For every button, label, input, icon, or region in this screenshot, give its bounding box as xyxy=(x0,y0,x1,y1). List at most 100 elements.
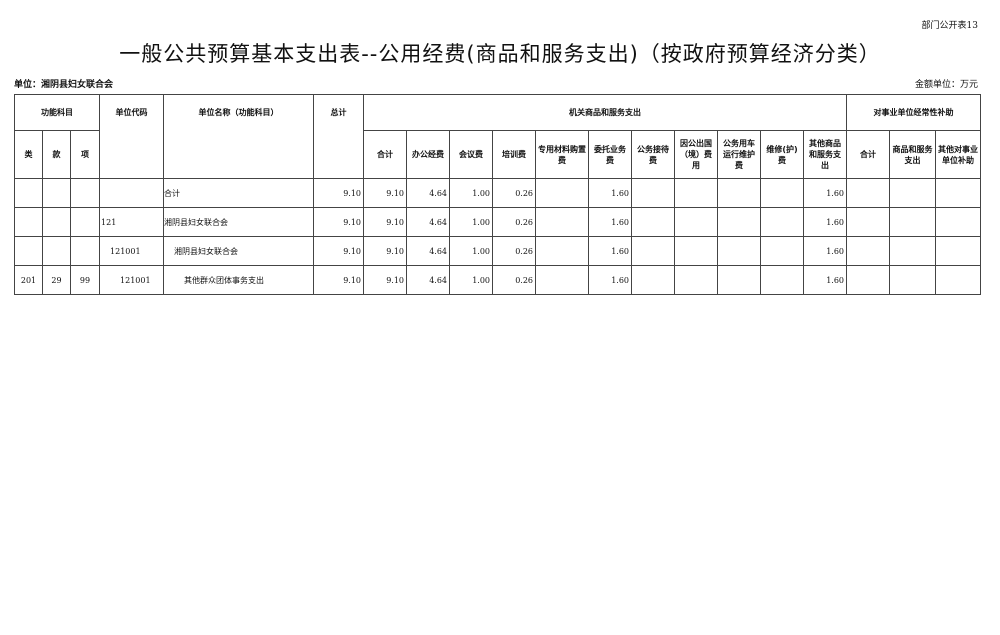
header-org-col: 办公经费 xyxy=(406,130,451,179)
cell-value: 1.00 xyxy=(449,265,494,295)
cell-value: 4.64 xyxy=(406,236,451,266)
cell-xiang xyxy=(69,207,101,237)
header-org-col: 专用材料购置费 xyxy=(535,130,590,179)
cell-value xyxy=(674,236,719,266)
cell-value: 1.00 xyxy=(449,178,494,208)
cell-value xyxy=(631,265,676,295)
cell-value: 9.10 xyxy=(363,178,408,208)
cell-code: 121001 xyxy=(99,265,165,295)
cell-value xyxy=(889,178,937,208)
cell-value xyxy=(631,236,676,266)
header-org-col: 合计 xyxy=(363,130,408,179)
header-org-col: 因公出国（境）费用 xyxy=(674,130,719,179)
cell-value xyxy=(846,236,891,266)
header-org-col: 会议费 xyxy=(449,130,494,179)
cell-value: 9.10 xyxy=(363,265,408,295)
table-row: 合计 9.10 9.10 4.64 1.00 0.26 1.60 1.60 xyxy=(14,178,982,208)
cell-code: 121001 xyxy=(99,236,165,266)
cell-value: 1.60 xyxy=(588,178,633,208)
cell-value xyxy=(535,265,590,295)
header-org-col: 公务接待费 xyxy=(631,130,676,179)
cell-value xyxy=(889,236,937,266)
header-lei: 类 xyxy=(14,130,43,179)
budget-table: 功能科目 单位代码 单位名称（功能科目） 总计 机关商品和服务支出 对事业单位经… xyxy=(13,94,982,295)
header-sub: 对事业单位经常性补助 xyxy=(846,94,982,131)
cell-value xyxy=(935,178,982,208)
cell-value: 9.10 xyxy=(363,207,408,237)
cell-value xyxy=(760,207,805,237)
cell-lei: 201 xyxy=(14,265,43,295)
header-kuan: 款 xyxy=(42,130,71,179)
header-sub-col: 合计 xyxy=(846,130,891,179)
cell-value xyxy=(935,265,982,295)
cell-value xyxy=(889,265,937,295)
cell-xiang xyxy=(69,236,101,266)
header-org: 机关商品和服务支出 xyxy=(363,94,848,131)
cell-total: 9.10 xyxy=(313,178,365,208)
cell-value xyxy=(760,236,805,266)
cell-value: 1.60 xyxy=(803,265,848,295)
cell-value: 4.64 xyxy=(406,265,451,295)
cell-value xyxy=(535,236,590,266)
cell-total: 9.10 xyxy=(313,207,365,237)
cell-xiang: 99 xyxy=(69,265,101,295)
header-org-col: 委托业务费 xyxy=(588,130,633,179)
cell-kuan: 29 xyxy=(42,265,71,295)
money-unit-label: 金额单位：万元 xyxy=(914,80,978,90)
header-sub-col: 其他对事业单位补助 xyxy=(935,130,982,179)
cell-value xyxy=(717,178,762,208)
cell-value xyxy=(846,178,891,208)
table-row: 121001 湘阴县妇女联合会 9.10 9.10 4.64 1.00 0.26 1.60 1.… xyxy=(14,236,982,266)
cell-name: 其他群众团体事务支出 xyxy=(163,265,315,295)
cell-total: 9.10 xyxy=(313,265,365,295)
header-org-col: 其他商品和服务支出 xyxy=(803,130,848,179)
form-number: 部门公开表13 xyxy=(921,21,978,31)
cell-value: 1.60 xyxy=(588,236,633,266)
cell-name: 湘阴县妇女联合会 xyxy=(163,236,315,266)
cell-xiang xyxy=(69,178,101,208)
cell-value xyxy=(631,178,676,208)
cell-value xyxy=(935,207,982,237)
cell-value xyxy=(674,265,719,295)
header-org-col: 培训费 xyxy=(492,130,537,179)
cell-value xyxy=(846,207,891,237)
cell-value xyxy=(674,178,719,208)
cell-lei xyxy=(14,236,43,266)
cell-kuan xyxy=(42,236,71,266)
cell-value: 1.60 xyxy=(588,207,633,237)
cell-value: 1.60 xyxy=(803,207,848,237)
cell-value: 0.26 xyxy=(492,265,537,295)
cell-name: 湘阴县妇女联合会 xyxy=(163,207,315,237)
cell-value xyxy=(889,207,937,237)
cell-value: 0.26 xyxy=(492,207,537,237)
header-org-col: 公务用车运行维护费 xyxy=(717,130,762,179)
cell-value: 1.60 xyxy=(588,265,633,295)
cell-lei xyxy=(14,207,43,237)
cell-value: 0.26 xyxy=(492,178,537,208)
cell-value: 1.00 xyxy=(449,207,494,237)
header-code: 单位代码 xyxy=(99,94,165,179)
table-row: 201 29 99 121001 其他群众团体事务支出 9.10 9.10 4.64 1.00 0… xyxy=(14,265,982,295)
cell-total: 9.10 xyxy=(313,236,365,266)
cell-value: 1.00 xyxy=(449,236,494,266)
cell-code xyxy=(99,178,165,208)
unit-label: 单位：湘阴县妇女联合会 xyxy=(14,80,114,90)
page-title: 一般公共预算基本支出表--公用经费(商品和服务支出)（按政府预算经济分类） xyxy=(119,42,881,66)
cell-code: 121 xyxy=(99,207,165,237)
cell-value: 4.64 xyxy=(406,178,451,208)
cell-value xyxy=(760,178,805,208)
cell-value xyxy=(535,178,590,208)
cell-value xyxy=(717,265,762,295)
cell-value xyxy=(631,207,676,237)
cell-value xyxy=(717,236,762,266)
header-sub-col: 商品和服务支出 xyxy=(889,130,937,179)
cell-value xyxy=(674,207,719,237)
cell-value: 1.60 xyxy=(803,178,848,208)
cell-value xyxy=(846,265,891,295)
header-org-col: 维修(护)费 xyxy=(760,130,805,179)
cell-kuan xyxy=(42,207,71,237)
cell-value: 1.60 xyxy=(803,236,848,266)
cell-kuan xyxy=(42,178,71,208)
cell-value: 9.10 xyxy=(363,236,408,266)
cell-value xyxy=(717,207,762,237)
